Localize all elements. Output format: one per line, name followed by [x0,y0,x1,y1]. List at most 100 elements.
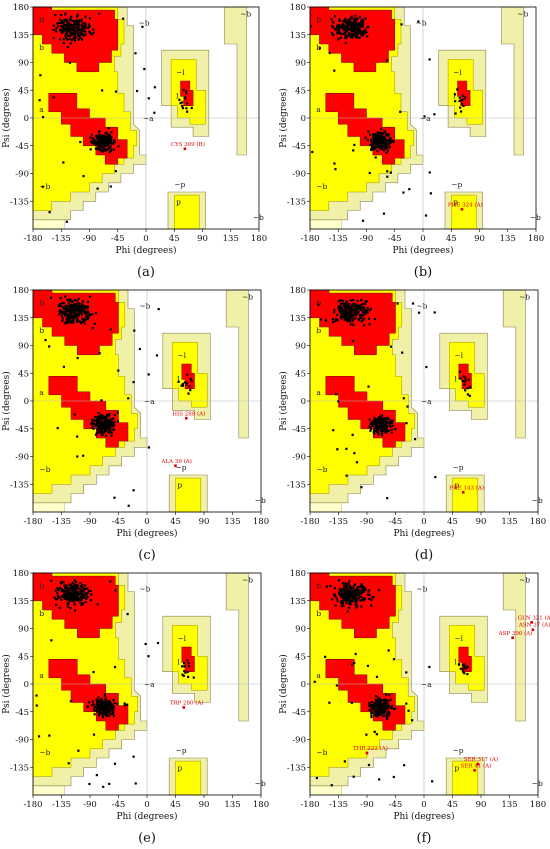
residue-point [373,148,376,151]
residue-point [59,296,62,300]
residue-point [105,415,108,418]
core-region [309,6,396,73]
x-tick-label: 90 [476,800,487,810]
residue-point [101,699,104,702]
residue-point [106,708,109,711]
residue-point [106,427,109,430]
residue-point [353,17,356,21]
residue-point [362,19,365,22]
residue-point [185,107,188,110]
residue-point [68,593,71,596]
residue-point [454,100,457,103]
residue-point [111,709,115,712]
residue-point [134,782,137,785]
y-tick-label: -45 [15,425,29,435]
residue-point [399,110,402,113]
residue-point [101,427,104,430]
residue-point [340,26,343,29]
residue-point [361,318,364,321]
residue-point [64,596,68,599]
residue-point [80,592,83,595]
y-tick-label: -45 [292,708,306,718]
residue-point [70,584,73,587]
residue-point [338,308,342,311]
residue-point [110,131,113,134]
residue-point [341,592,344,595]
residue-point [372,596,375,599]
residue-point [93,143,96,146]
residue-point [104,144,108,147]
residue-point [80,603,83,607]
y-tick-label: 135 [290,597,306,607]
residue-point [109,713,112,716]
residue-point [381,414,384,417]
residue-point [73,584,76,588]
x-tick-label: 90 [197,234,208,244]
residue-point [82,317,85,321]
residue-point [374,136,377,139]
residue-point [373,423,376,426]
residue-point [104,434,108,437]
residue-point [350,30,353,33]
residue-point [96,147,99,150]
residue-point [387,703,390,706]
residue-point [453,93,457,96]
residue-point [94,424,97,427]
residue-point [386,707,389,710]
residue-point [65,29,68,32]
residue-point [65,585,68,589]
residue-point [344,582,348,585]
residue-point [68,37,71,41]
residue-point [392,775,395,779]
residue-point [78,24,81,27]
residue-point [355,599,359,602]
residue-point [350,306,353,310]
residue-point [334,27,337,31]
residue-point [346,316,349,320]
residue-point [359,316,362,319]
residue-point [339,36,343,39]
residue-point [53,596,56,599]
residue-point [83,27,86,30]
residue-point [405,671,408,674]
x-tick-label: 0 [420,234,425,244]
x-tick-label: -135 [52,517,71,527]
residue-point [106,702,109,705]
residue-point [90,593,93,596]
residue-point [349,592,352,595]
residue-point [69,607,72,610]
residue-point [75,303,78,306]
residue-point [347,303,350,306]
residue-point [358,22,361,25]
residue-point [111,712,114,716]
residue-point [109,580,112,583]
residue-point [349,603,352,606]
y-tick-label: 0 [24,114,29,124]
residue-point [346,26,349,29]
residue-point [112,707,115,710]
residue-point [343,31,346,34]
residue-point [59,305,63,308]
residue-point [70,599,74,603]
residue-point [466,387,469,390]
residue-point [368,171,371,175]
residue-point [73,310,77,313]
residue-point [103,141,106,144]
residue-point [383,140,386,143]
residue-point [67,319,70,322]
x-tick-label: 180 [528,234,544,244]
x-tick-label: 135 [224,517,240,527]
residue-point [86,705,89,708]
residue-point [459,110,463,113]
residue-point [101,150,104,153]
residue-point [350,15,353,18]
residue-point [358,24,361,27]
residue-point [382,422,385,425]
residue-point [349,588,352,591]
residue-point [70,594,73,597]
residue-point [376,706,380,709]
y-tick-label: 135 [13,597,29,607]
residue-point [50,639,53,642]
residue-point [68,595,71,598]
